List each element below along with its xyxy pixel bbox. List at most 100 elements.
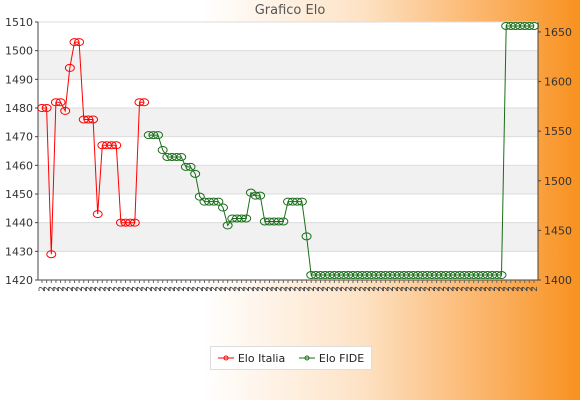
right-tick-label: 1550 [544,125,572,138]
x-tick-label: 2 [57,286,67,292]
x-tick-label: 2 [89,286,99,292]
x-tick-label: 2 [465,286,475,292]
x-tick-label: 2 [149,286,159,292]
x-tick-label: 2 [381,286,391,292]
x-tick-label: 2 [270,286,280,292]
elo-fide-point [301,232,312,241]
x-tick-label: 2 [75,286,85,292]
elo-italia-point [69,38,80,47]
x-tick-label: 2 [423,286,433,292]
elo-fide-point [190,169,201,178]
x-tick-label: 2 [219,286,229,292]
left-tick-label: 1510 [5,16,33,29]
grid-band [38,22,538,51]
x-tick-label: 2 [340,286,350,292]
x-tick-label: 2 [265,286,275,292]
grid-band [38,251,538,280]
x-tick-label: 2 [247,286,257,292]
x-tick-label: 2 [122,286,132,292]
x-tick-label: 2 [368,286,378,292]
x-tick-label: 2 [484,286,494,292]
elo-fide-point [241,214,252,223]
x-tick-label: 2 [108,286,118,292]
x-tick-label: 2 [196,286,206,292]
right-tick-label: 1500 [544,175,572,188]
x-tick-label: 2 [316,286,326,292]
right-tick-label: 1450 [544,224,572,237]
italia-marker-icon [217,353,234,363]
x-tick-label: 2 [511,286,521,292]
x-tick-label: 2 [205,286,215,292]
x-tick-label: 2 [293,286,303,292]
x-tick-label: 2 [163,286,173,292]
x-tick-label: 2 [530,286,540,292]
elo-italia-point [88,115,99,124]
right-tick-label: 1600 [544,76,572,89]
x-tick-label: 2 [326,286,336,292]
x-tick-label: 2 [224,286,234,292]
x-tick-label: 2 [145,286,155,292]
left-tick-label: 1420 [5,274,33,287]
x-tick-label: 2 [182,286,192,292]
legend-item-italia: Elo Italia [217,351,286,365]
x-tick-label: 2 [261,286,271,292]
x-tick-label: 2 [61,286,71,292]
x-tick-label: 2 [70,286,80,292]
x-tick-label: 2 [200,286,210,292]
x-tick-label: 2 [80,286,90,292]
x-tick-label: 2 [187,286,197,292]
x-tick-label: 2 [358,286,368,292]
chart-title: Grafico Elo [254,3,326,18]
elo-fide-point [218,203,229,212]
elo-fide-point [176,152,187,161]
x-tick-label: 2 [414,286,424,292]
x-tick-label: 2 [159,286,169,292]
x-tick-label: 2 [52,286,62,292]
x-tick-label: 2 [135,286,145,292]
elo-italia-point [106,141,117,150]
elo-italia-point [83,115,94,124]
elo-italia-point [46,250,57,259]
elo-fide-point [236,214,247,223]
grid-band [38,222,538,252]
elo-italia-point [134,98,145,107]
left-tick-label: 1460 [5,159,33,172]
legend-label-italia: Elo Italia [237,351,286,365]
x-tick-label: 2 [456,286,466,292]
left-tick-label: 1480 [5,102,33,115]
x-tick-label: 2 [391,286,401,292]
elo-italia-point [60,106,71,115]
x-tick-label: 2 [363,286,373,292]
x-tick-label: 2 [238,286,248,292]
x-tick-label: 2 [479,286,489,292]
x-tick-label: 2 [516,286,526,292]
elo-fide-point [180,162,191,171]
x-tick-label: 2 [98,286,108,292]
x-tick-label: 2 [242,286,252,292]
x-tick-label: 2 [442,286,452,292]
x-tick-label: 2 [154,286,164,292]
elo-fide-point [213,197,224,206]
x-tick-label: 2 [493,286,503,292]
x-tick-label: 2 [284,286,294,292]
x-tick-label: 2 [474,286,484,292]
x-tick-label: 2 [395,286,405,292]
elo-fide-point [171,152,182,161]
elo-italia-point [55,98,66,107]
legend: Elo Italia Elo FIDE [210,346,372,370]
elo-italia-point [125,218,136,227]
left-tick-label: 1440 [5,217,33,230]
grid-band [38,79,538,108]
right-tick-label: 1400 [544,274,572,287]
elo-fide-point [292,197,303,206]
elo-italia-point [129,218,140,227]
x-tick-label: 2 [233,286,243,292]
grid-band [38,136,538,166]
elo-italia-point [50,98,61,107]
x-tick-label: 2 [275,286,285,292]
x-tick-label: 2 [298,286,308,292]
elo-fide-point [529,21,539,30]
x-tick-label: 2 [279,286,289,292]
x-tick-label: 2 [451,286,461,292]
left-tick-label: 1450 [5,188,33,201]
